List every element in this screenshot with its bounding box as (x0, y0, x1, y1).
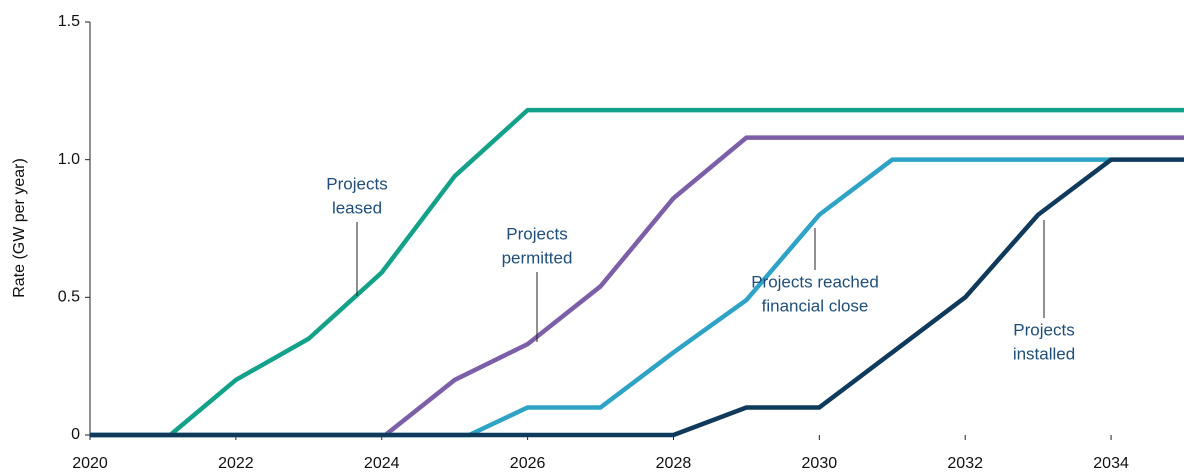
y-tick-label: 1.5 (58, 13, 80, 30)
annotation: financial close (762, 296, 869, 315)
annotation: Projects (326, 174, 387, 193)
series-line (90, 107, 1184, 438)
x-tick-label: 2024 (364, 455, 400, 472)
annotation: Projects (1013, 320, 1074, 339)
annotation: leased (332, 198, 382, 217)
annotation: permitted (502, 248, 573, 267)
x-tick-label: 2028 (656, 455, 692, 472)
y-tick-label: 0 (71, 426, 80, 443)
x-tick-label: 2020 (72, 455, 108, 472)
annotation: installed (1013, 344, 1075, 363)
series-line (90, 135, 1184, 438)
x-tick-label: 2026 (510, 455, 546, 472)
x-tick-label: 2032 (947, 455, 983, 472)
x-tick-label: 2022 (218, 455, 254, 472)
y-tick-label: 1.0 (58, 151, 80, 168)
series-line (90, 157, 1184, 438)
series-line (90, 157, 1112, 438)
y-axis-label: Rate (GW per year) (11, 158, 28, 298)
y-tick-label: 0.5 (58, 289, 80, 306)
x-tick-label: 2030 (802, 455, 838, 472)
annotation: Projects reached (751, 272, 879, 291)
annotation: Projects (506, 224, 567, 243)
x-tick-label: 2034 (1093, 455, 1129, 472)
